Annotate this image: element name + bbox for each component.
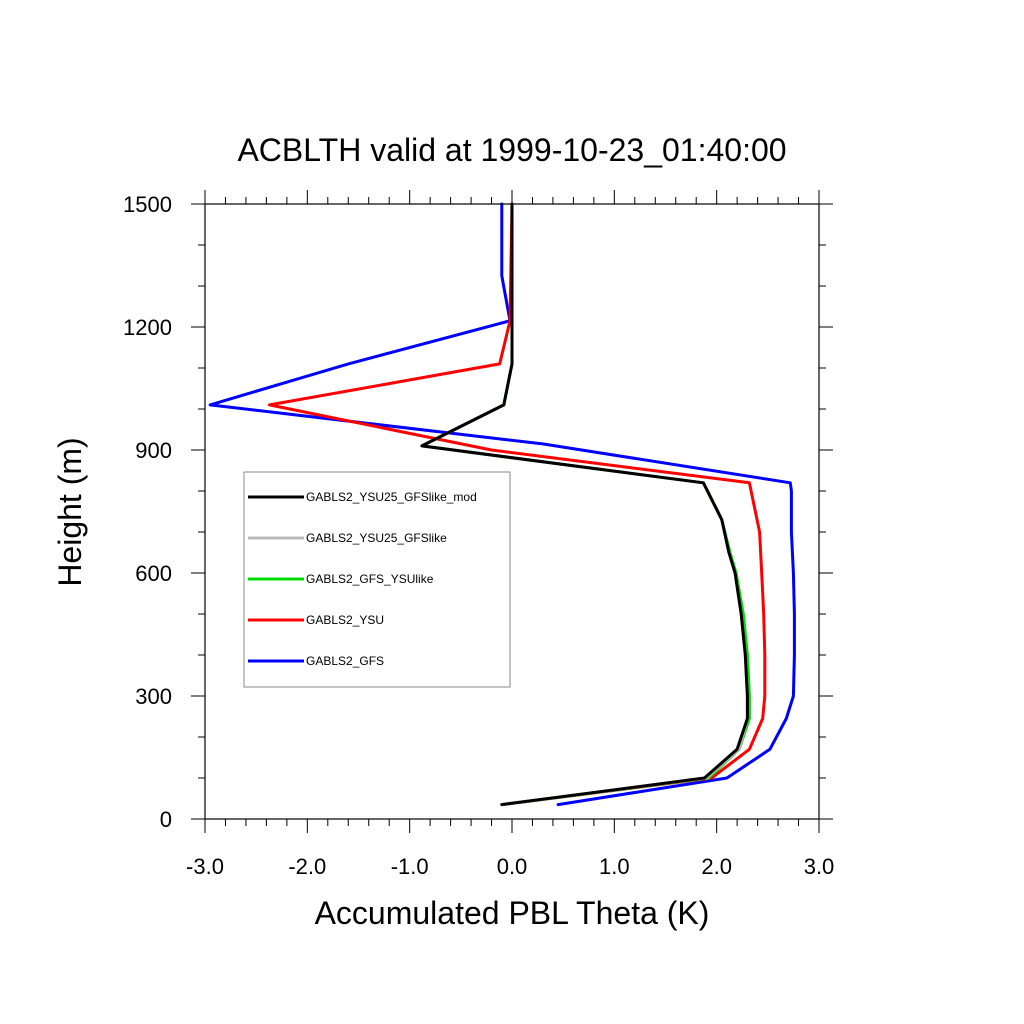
- x-tick-label: -2.0: [288, 854, 326, 879]
- x-tick-label: -1.0: [391, 854, 429, 879]
- legend-label: GABLS2_YSU: [306, 613, 384, 627]
- chart-title: ACBLTH valid at 1999-10-23_01:40:00: [237, 132, 786, 168]
- y-tick-label: 300: [135, 684, 172, 709]
- y-tick-label: 600: [135, 561, 172, 586]
- series-line-gabls2-ysu: [268, 202, 767, 807]
- legend-label: GABLS2_YSU25_GFSlike_mod: [306, 490, 477, 504]
- legend-label: GABLS2_YSU25_GFSlike: [306, 531, 447, 545]
- y-tick-label: 1500: [123, 192, 172, 217]
- y-axis-title: Height (m): [52, 437, 88, 586]
- legend-label: GABLS2_GFS: [306, 654, 384, 668]
- plot-area: -3.0 -2.0 -1.0 0.0 1.0 2.0 3.0 0 300 600 900 1200 15…: [123, 190, 834, 879]
- series-line-gabls2-ysu25-gfslike-mod: [420, 202, 749, 807]
- x-axis-title: Accumulated PBL Theta (K): [315, 895, 710, 931]
- series-line-gabls2-gfs: [208, 202, 796, 807]
- y-tick-label: 900: [135, 438, 172, 463]
- y-tick-label: 1200: [123, 315, 172, 340]
- x-tick-label: 1.0: [599, 854, 630, 879]
- x-tick-label: -3.0: [186, 854, 224, 879]
- x-tick-label: 0.0: [497, 854, 528, 879]
- x-tick-label: 3.0: [804, 854, 835, 879]
- y-tick-label: 0: [160, 807, 172, 832]
- x-tick-label: 2.0: [701, 854, 732, 879]
- legend-label: GABLS2_GFS_YSUlike: [306, 572, 434, 586]
